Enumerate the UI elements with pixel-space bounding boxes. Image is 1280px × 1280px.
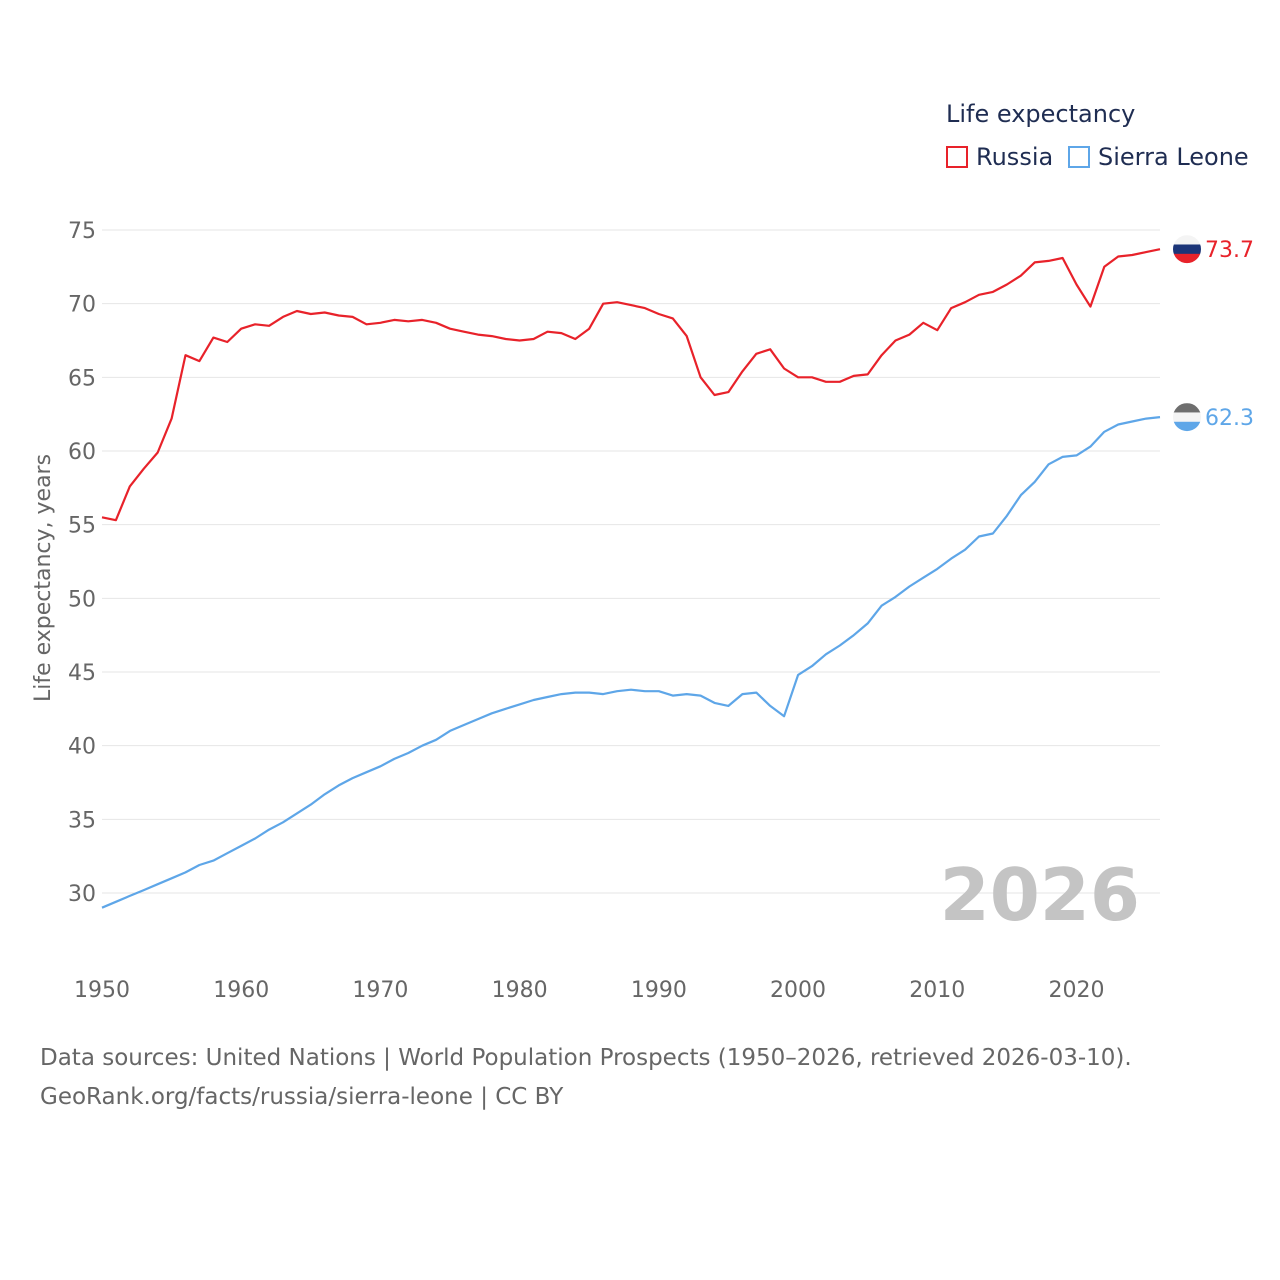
y-axis-ticks: 30 35 40 45 50 55 60 65 70 75 (68, 219, 96, 907)
legend-item-russia[interactable]: Russia (946, 142, 1053, 172)
x-tick-label: 2020 (1048, 978, 1104, 1003)
y-tick-label: 55 (68, 514, 96, 539)
y-axis-label: Life expectancy, years (31, 454, 56, 702)
y-tick-label: 30 (68, 882, 96, 907)
x-tick-label: 2010 (909, 978, 965, 1003)
chart-grid (102, 229, 1160, 894)
y-tick-label: 75 (68, 219, 96, 244)
footer-attribution[interactable]: GeoRank.org/facts/russia/sierra-leone | … (40, 1084, 564, 1110)
x-tick-label: 1950 (74, 978, 130, 1003)
footer-sources: Data sources: United Nations | World Pop… (40, 1045, 1132, 1071)
x-tick-label: 2000 (770, 978, 826, 1003)
y-tick-label: 60 (68, 440, 96, 465)
series-line-russia (101, 248, 1161, 522)
x-tick-label: 1980 (492, 978, 548, 1003)
x-tick-label: 1960 (213, 978, 269, 1003)
y-tick-label: 50 (68, 587, 96, 612)
year-label: 2026 (940, 853, 1140, 937)
y-tick-label: 40 (68, 735, 96, 760)
x-tick-label: 1970 (352, 978, 408, 1003)
y-tick-label: 70 (68, 293, 96, 318)
flag-icon-sierra-leone (1173, 403, 1201, 432)
end-markers: 73.7 62.3 (1173, 235, 1254, 432)
legend-item-sierra-leone[interactable]: Sierra Leone (1068, 142, 1249, 172)
end-value-label-russia: 73.7 (1205, 238, 1254, 263)
legend-title: Life expectancy (946, 100, 1136, 128)
legend-label-sierra-leone: Sierra Leone (1098, 143, 1249, 171)
x-axis-ticks: 1950 1960 1970 1980 1990 2000 2010 2020 (74, 978, 1104, 1003)
y-tick-label: 65 (68, 366, 96, 391)
x-tick-label: 1990 (631, 978, 687, 1003)
chart-lines (101, 248, 1161, 909)
legend-swatch-russia (946, 146, 968, 168)
flag-icon-russia (1173, 235, 1201, 264)
legend-label-russia: Russia (976, 143, 1054, 171)
y-tick-label: 35 (68, 808, 96, 833)
legend-swatch-sierra-leone (1068, 146, 1090, 168)
series-line-sierra-leone (101, 416, 1161, 909)
end-value-label-sierra-leone: 62.3 (1205, 406, 1254, 431)
y-tick-label: 45 (68, 661, 96, 686)
